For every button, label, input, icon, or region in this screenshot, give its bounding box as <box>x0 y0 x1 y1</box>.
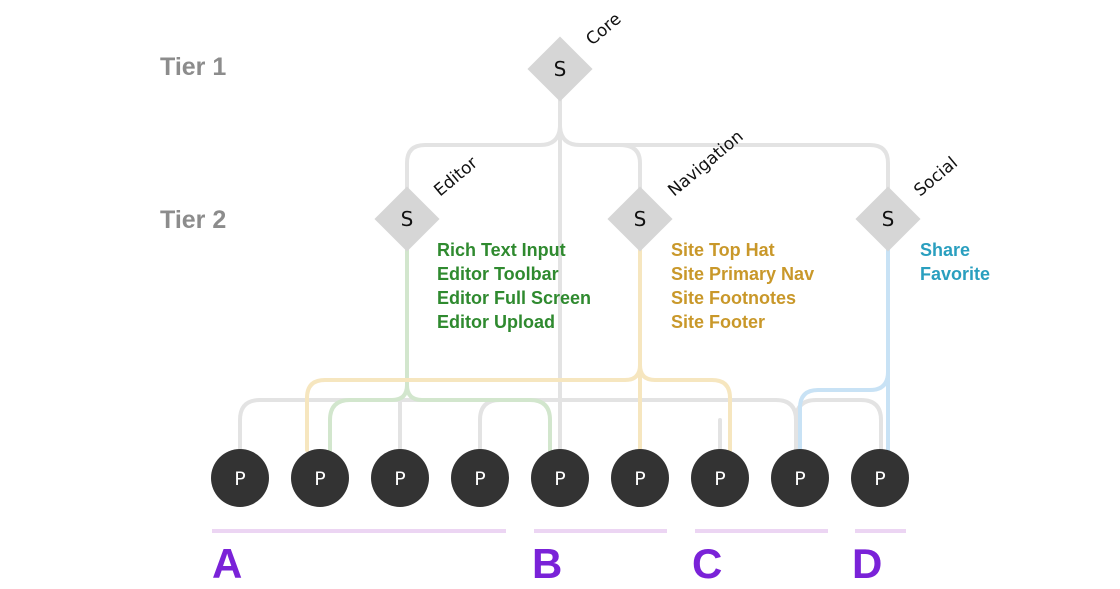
product-node[interactable]: P <box>611 449 669 507</box>
group-d-bar <box>855 529 906 533</box>
social-connector-lines <box>798 244 890 452</box>
navigation-feature: Site Footnotes <box>671 288 796 308</box>
editor-feature: Rich Text Input <box>437 240 566 260</box>
core-diamond <box>527 36 593 102</box>
editor-node-label: S <box>401 207 414 231</box>
product-circle <box>371 449 429 507</box>
navigation-feature: Site Top Hat <box>671 240 775 260</box>
product-circle <box>851 449 909 507</box>
product-node[interactable]: P <box>291 449 349 507</box>
core-label: Core <box>582 9 625 50</box>
product-label: P <box>634 468 645 490</box>
product-circle <box>611 449 669 507</box>
group-b-label: B <box>532 540 562 587</box>
product-circle <box>451 449 509 507</box>
product-node[interactable]: P <box>371 449 429 507</box>
navigation-connector-lines <box>305 244 732 452</box>
navigation-label: Navigation <box>664 127 747 201</box>
group-a-label: A <box>212 540 242 587</box>
product-node[interactable]: P <box>211 449 269 507</box>
editor-feature-list: Rich Text Input Editor Toolbar Editor Fu… <box>437 240 591 332</box>
navigation-feature-list: Site Top Hat Site Primary Nav Site Footn… <box>671 240 814 332</box>
product-circle <box>211 449 269 507</box>
product-node[interactable]: P <box>691 449 749 507</box>
core-node-label: S <box>554 57 567 81</box>
social-diamond <box>855 186 921 252</box>
editor-label: Editor <box>430 153 481 201</box>
editor-feature: Editor Upload <box>437 312 555 332</box>
product-label: P <box>794 468 805 490</box>
product-circle <box>691 449 749 507</box>
product-label: P <box>554 468 565 490</box>
editor-diamond <box>374 186 440 252</box>
navigation-service-node[interactable]: S <box>607 186 673 252</box>
product-label: P <box>314 468 325 490</box>
group-c-bar <box>695 529 828 533</box>
product-circle <box>771 449 829 507</box>
navigation-feature: Site Primary Nav <box>671 264 814 284</box>
product-label: P <box>234 468 245 490</box>
product-circle <box>291 449 349 507</box>
editor-connector-lines <box>328 244 552 452</box>
connectors <box>238 90 890 452</box>
editor-service-node[interactable]: S <box>374 186 440 252</box>
product-label: P <box>874 468 885 490</box>
tier-2-label: Tier 2 <box>160 206 226 234</box>
social-service-node[interactable]: S <box>855 186 921 252</box>
social-feature: Favorite <box>920 264 990 284</box>
product-node[interactable]: P <box>771 449 829 507</box>
social-feature-list: Share Favorite <box>920 240 990 284</box>
core-service-node[interactable]: S <box>527 36 593 102</box>
group-bars <box>212 529 906 533</box>
navigation-node-label: S <box>634 207 647 231</box>
core-connector-lines <box>405 90 890 452</box>
tier-1-label: Tier 1 <box>160 53 226 81</box>
navigation-diamond <box>607 186 673 252</box>
product-node[interactable]: P <box>531 449 589 507</box>
product-node[interactable]: P <box>851 449 909 507</box>
product-row: P P P P P P P P P <box>211 449 909 507</box>
editor-feature: Editor Toolbar <box>437 264 559 284</box>
product-label: P <box>714 468 725 490</box>
group-d-label: D <box>852 540 882 587</box>
group-a-bar <box>212 529 506 533</box>
navigation-feature: Site Footer <box>671 312 765 332</box>
product-circle <box>531 449 589 507</box>
group-b-bar <box>534 529 667 533</box>
group-c-label: C <box>692 540 722 587</box>
product-node[interactable]: P <box>451 449 509 507</box>
product-label: P <box>474 468 485 490</box>
social-feature: Share <box>920 240 970 260</box>
product-label: P <box>394 468 405 490</box>
editor-feature: Editor Full Screen <box>437 288 591 308</box>
social-label: Social <box>910 153 961 201</box>
social-node-label: S <box>882 207 895 231</box>
group-labels: A B C D <box>212 540 882 587</box>
